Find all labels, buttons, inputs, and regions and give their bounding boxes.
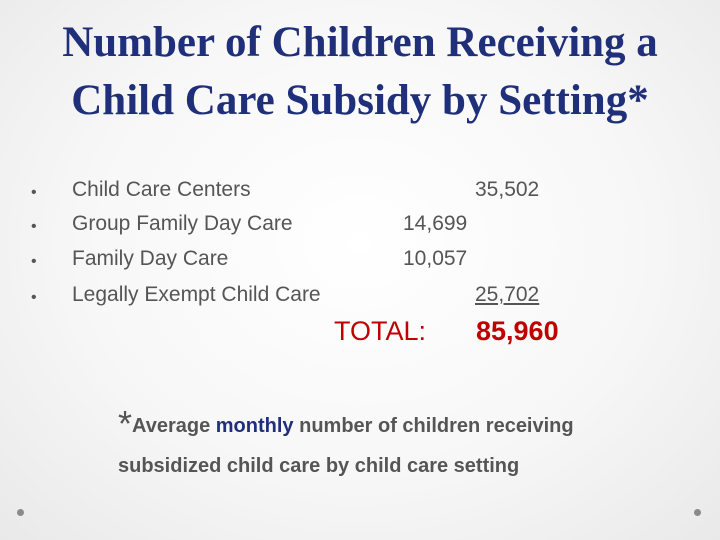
- item-value: 25,702: [475, 283, 540, 306]
- footnote-emphasis: monthly: [215, 415, 294, 437]
- footnote: *Average monthly number of children rece…: [118, 404, 698, 486]
- bullet-icon: •: [31, 253, 37, 270]
- item-label: Legally Exempt Child Care: [72, 283, 321, 306]
- item-value: 10,057: [403, 247, 468, 270]
- corner-dot-icon-left: [17, 509, 24, 516]
- asterisk: *: [118, 403, 133, 444]
- list-item-family-day-care: • Family Day Care 10,057: [0, 247, 720, 283]
- total-value: 85,960: [476, 316, 559, 346]
- bullet-icon: •: [31, 218, 37, 235]
- item-label: Family Day Care: [72, 247, 229, 270]
- item-label: Child Care Centers: [72, 178, 251, 201]
- title-line-2: Child Care Subsidy by Setting*: [71, 77, 649, 124]
- total-label: TOTAL:: [334, 316, 427, 346]
- item-value: 35,502: [475, 178, 540, 201]
- slide-title: Number of Children Receiving a Child Car…: [20, 14, 700, 130]
- item-value: 14,699: [403, 212, 468, 235]
- bullet-icon: •: [31, 289, 37, 306]
- footnote-line-1: *Average monthly number of children rece…: [118, 404, 698, 446]
- setting-list: • Child Care Centers 35,502 • Group Fami…: [0, 178, 720, 319]
- list-item-group-family-day-care: • Group Family Day Care 14,699: [0, 212, 720, 248]
- footnote-line-2: subsidized child care by child care sett…: [118, 455, 520, 477]
- footnote-text-1: Average: [132, 415, 216, 437]
- title-line-1: Number of Children Receiving a: [62, 19, 658, 66]
- footnote-text-2: number of children receiving: [293, 415, 574, 437]
- item-label: Group Family Day Care: [72, 212, 293, 235]
- list-item-child-care-centers: • Child Care Centers 35,502: [0, 178, 720, 214]
- corner-dot-icon-right: [694, 509, 701, 516]
- bullet-icon: •: [31, 184, 37, 201]
- list-item-legally-exempt-child-care: • Legally Exempt Child Care 25,702: [0, 283, 720, 319]
